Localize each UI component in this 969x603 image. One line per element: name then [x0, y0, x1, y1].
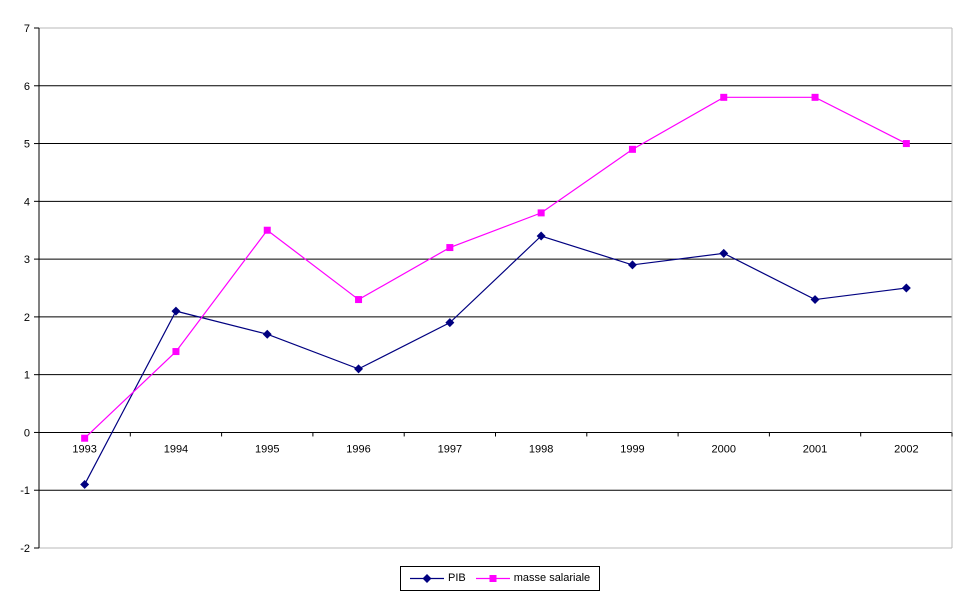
legend-item-masse-salariale: masse salariale: [475, 572, 591, 584]
series-pib: [80, 231, 911, 489]
series-masse-salariale: [81, 93, 910, 442]
legend-label-masse-salariale: masse salariale: [513, 572, 591, 584]
axis-tick-labels: 7 6 5 4 3 2 1 0 -1 -2 1993 1994 1995 1996 1997 1998 1999…: [20, 23, 918, 555]
x-axis-tick-label: 1995: [255, 443, 279, 455]
x-axis-tick-label: 2002: [894, 443, 918, 455]
y-axis-tick-label: 6: [24, 81, 30, 93]
y-axis-tick-label: 1: [24, 370, 30, 382]
y-axis-tick-label: 7: [24, 23, 30, 35]
y-axis-tick-label: -1: [20, 485, 30, 497]
chart-legend: PIB masse salariale: [400, 566, 601, 591]
x-axis-tick-label: 1993: [72, 443, 96, 455]
y-axis-tick-label: 2: [24, 312, 30, 324]
x-axis-tick-label: 1997: [438, 443, 462, 455]
pib-line-marker-icon: [410, 574, 444, 583]
x-axis-tick-label: 1998: [529, 443, 553, 455]
gridlines: [39, 27, 953, 549]
legend-label-pib: PIB: [448, 572, 466, 584]
y-axis-tick-label: 3: [24, 254, 30, 266]
x-axis-tick-label: 1994: [164, 443, 188, 455]
axes: [34, 27, 953, 549]
masse-salariale-line-marker-icon: [475, 575, 510, 582]
x-axis-tick-label: 1996: [346, 443, 370, 455]
y-axis-tick-label: -2: [20, 543, 30, 555]
legend-item-pib: PIB: [410, 573, 466, 584]
x-axis-tick-label: 2000: [712, 443, 736, 455]
y-axis-tick-label: 4: [24, 196, 30, 208]
y-axis-tick-label: 5: [24, 139, 30, 151]
x-axis-tick-label: 1999: [620, 443, 644, 455]
y-axis-tick-label: 0: [24, 427, 30, 439]
x-axis-tick-label: 2001: [803, 443, 827, 455]
